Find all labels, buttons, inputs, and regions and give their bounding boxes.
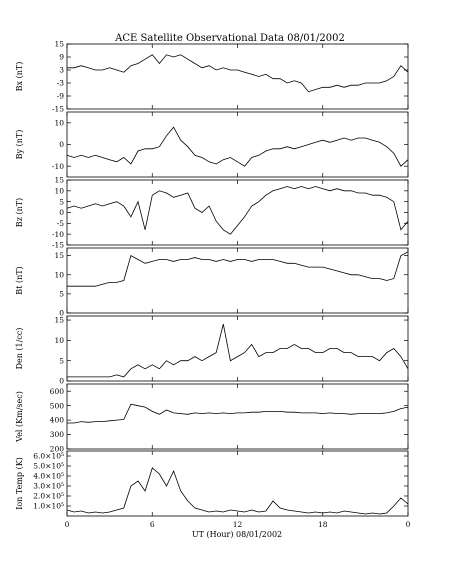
panel-by: 10 0 -10 By (nT): [15, 111, 409, 178]
x-tick-label: 0: [406, 520, 411, 529]
panel-bx: 15 9 3 -3 -9 -15 Bx (nT): [15, 40, 409, 114]
y-tick-label: 300: [50, 430, 65, 439]
y-tick-label: 3: [59, 66, 64, 75]
series-line-iontemp: [66, 467, 409, 515]
panel-frame: [66, 315, 409, 382]
y-tick-label: -15: [52, 105, 64, 114]
y-axis-label: By (nT): [15, 130, 24, 160]
x-axis-label: UT (Hour) 08/01/2002: [192, 530, 282, 539]
series-line-vel: [67, 403, 409, 424]
y-tick-label: 5: [59, 356, 64, 365]
series-line-bx: [67, 54, 409, 93]
x-tick-labels: 0 6 12 18 0: [65, 520, 411, 529]
y-tick-label: 10: [54, 118, 64, 127]
series-line-by: [66, 126, 409, 167]
y-tick-label: 0: [59, 140, 64, 149]
y-tick-label: 6.0×10⁵: [33, 452, 64, 461]
panel-vel: 600 500 400 300 200 Vel (Km/sec): [15, 383, 409, 454]
y-tick-label: -10: [52, 230, 64, 239]
series-line-bz: [66, 186, 409, 235]
y-tick-label: 0: [59, 309, 64, 318]
y-axis-label: Bx (nT): [15, 62, 24, 92]
y-tick-label: 500: [50, 401, 65, 410]
y-tick-label: 15: [54, 40, 64, 49]
y-tick-label: 10: [54, 270, 64, 279]
y-tick-label: 200: [50, 445, 65, 454]
y-tick-label: -3: [57, 79, 65, 88]
series-line-den: [67, 324, 409, 378]
y-axis-label: Bt (nT): [15, 266, 24, 294]
y-tick-label: -9: [57, 92, 65, 101]
panel-frame: [66, 247, 409, 314]
y-tick-label: 1.0×10⁵: [33, 502, 64, 511]
y-tick-label: 5: [59, 289, 64, 298]
y-tick-label: 5: [59, 197, 64, 206]
panel-frame: [66, 450, 409, 517]
panel-frame: [66, 111, 409, 178]
panel-bt: 15 10 5 0 Bt (nT): [15, 247, 409, 318]
y-tick-label: 600: [50, 387, 65, 396]
panel-iontemp: 1.0×10⁵2.0×10⁵3.0×10⁵4.0×10⁵5.0×10⁵6.0×1…: [15, 450, 409, 517]
y-tick-label: 15: [54, 316, 64, 325]
y-tick-label: 0: [59, 377, 64, 386]
y-tick-label: 2.0×10⁵: [33, 492, 64, 501]
y-tick-label: 0: [59, 208, 64, 217]
y-axis-label: Bz (nT): [15, 198, 24, 227]
y-tick-label: -10: [52, 162, 64, 171]
x-tick-label: 12: [233, 520, 243, 529]
panel-frame: [66, 179, 409, 246]
chart-title: ACE Satellite Observational Data 08/01/2…: [114, 33, 345, 44]
y-axis-label: Vel (Km/sec): [15, 391, 24, 443]
y-tick-label: 5.0×10⁵: [33, 462, 64, 471]
y-tick-label: 9: [59, 53, 64, 62]
y-axis-label: Den (1/cc): [15, 328, 24, 370]
y-tick-label: 4.0×10⁵: [33, 472, 64, 481]
x-tick-label: 18: [318, 520, 328, 529]
y-tick-label: -5: [57, 219, 65, 228]
y-axis-label: Ion Temp (K): [15, 457, 24, 510]
panel-frame: [66, 43, 409, 110]
panel-frame: [66, 383, 409, 450]
y-tick-label: 15: [54, 176, 64, 185]
y-tick-label: 15: [54, 251, 64, 260]
y-tick-label: -15: [52, 241, 64, 250]
x-tick-label: 0: [65, 520, 70, 529]
y-tick-label: 10: [54, 336, 64, 345]
y-tick-label: 3.0×10⁵: [33, 482, 64, 491]
y-tick-label: 400: [50, 416, 65, 425]
panel-den: 15 10 5 0 Den (1/cc): [15, 315, 409, 386]
y-tick-label: 10: [54, 186, 64, 195]
series-line-bt: [67, 251, 409, 287]
x-tick-label: 6: [150, 520, 155, 529]
